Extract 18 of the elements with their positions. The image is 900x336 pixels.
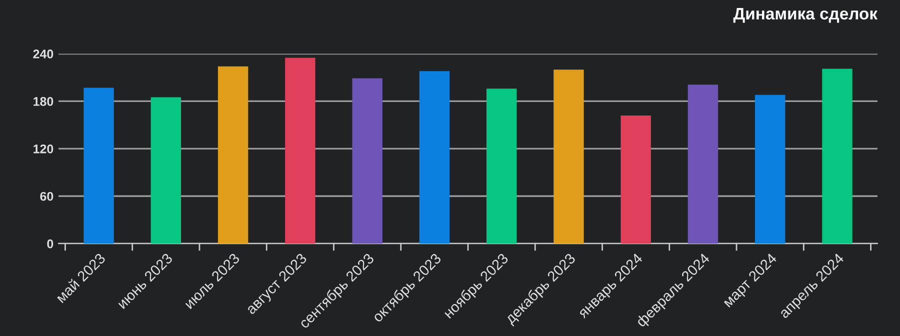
y-tick-label: 60 (40, 192, 54, 201)
y-tick-label: 120 (34, 144, 54, 154)
chart-title: Динамика сделок (733, 8, 878, 23)
y-tick-label: 0 (47, 239, 54, 248)
bar (486, 88, 517, 244)
bar (150, 97, 182, 244)
bar (688, 84, 718, 244)
bar (419, 71, 450, 244)
bar (822, 68, 852, 244)
y-tick-label: 240 (33, 50, 54, 58)
bar (218, 66, 248, 244)
bar (620, 115, 651, 244)
bar (285, 58, 316, 244)
bar (84, 88, 114, 244)
bar (352, 78, 382, 244)
bar (554, 70, 584, 244)
y-tick-label: 180 (34, 97, 54, 106)
bar (754, 94, 786, 244)
